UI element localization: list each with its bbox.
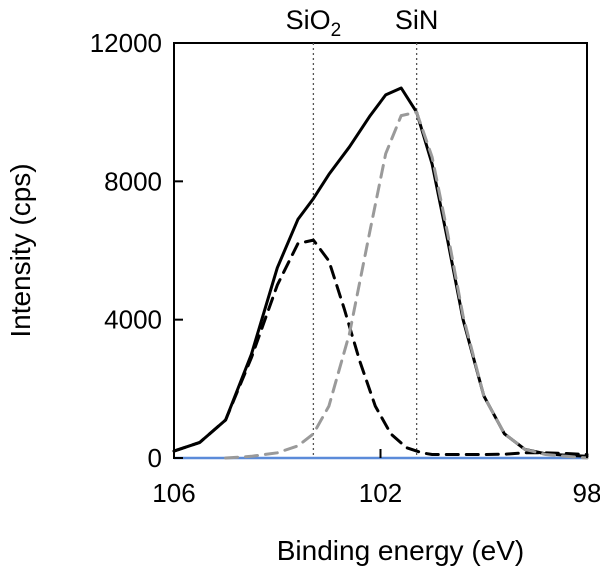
reference-label-text-0: SiO [286,5,331,35]
y-tick-label-0: 0 [148,443,162,473]
reference-label-text-1: SiN [395,5,439,35]
series-line-2 [224,110,589,460]
y-axis-title: Intensity (cps) [5,163,36,337]
y-tick-label-1: 4000 [104,305,162,335]
x-tick-label-2: 98 [573,478,600,508]
reference-label-subscript-0: 2 [331,20,342,41]
x-tick-label-0: 106 [152,478,195,508]
reference-label-0: SiO2 [286,5,342,41]
reference-label-1: SiN [395,5,439,35]
series-line-0 [172,86,589,458]
series-line-1 [172,238,589,456]
x-axis-title: Binding energy (eV) [277,535,524,566]
x-tick-label-1: 102 [359,478,402,508]
y-tick-label-2: 8000 [104,166,162,196]
y-tick-label-3: 12000 [90,28,162,58]
